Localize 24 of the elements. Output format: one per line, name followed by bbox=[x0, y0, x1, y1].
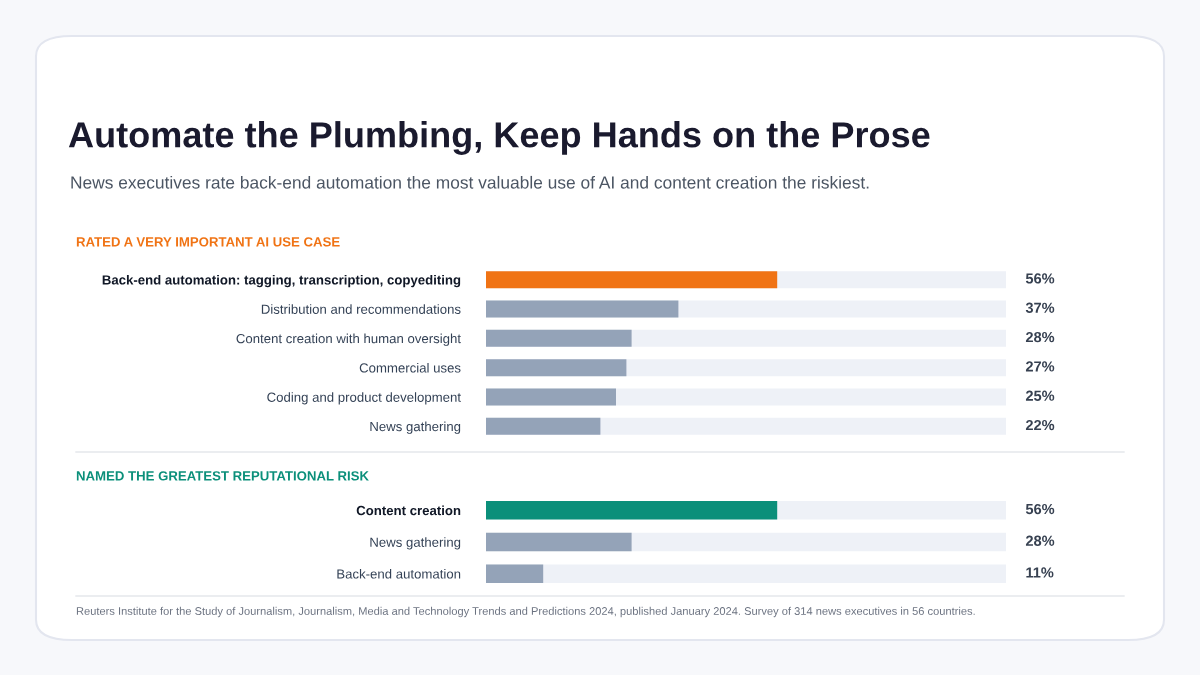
text: NAMED THE GREATEST REPUTATIONAL RISK bbox=[76, 471, 369, 481]
data-label: 22% bbox=[1025, 419, 1055, 431]
y-tick-label: Commercial uses bbox=[359, 362, 461, 373]
data-label: 28% bbox=[1025, 535, 1055, 546]
y-tick-label: Back-end automation: tagging, transcription, copyediting bbox=[102, 274, 461, 288]
data-label: 25% bbox=[1025, 390, 1055, 401]
y-tick-label: Back-end automation bbox=[337, 568, 461, 579]
chart-title: Automate the Plumbing, Keep Hands on the Prose bbox=[68, 121, 930, 155]
bar bbox=[486, 417, 601, 435]
text: RATED A VERY IMPORTANT AI USE CASE bbox=[76, 237, 340, 247]
data-label: 27% bbox=[1025, 361, 1055, 372]
data-label: 56% bbox=[1025, 503, 1055, 515]
y-tick-label: News gathering bbox=[370, 421, 461, 434]
y-tick-label: Distribution and recommendations bbox=[261, 304, 461, 314]
y-tick-label: Coding and product development bbox=[267, 392, 461, 405]
data-label: 28% bbox=[1025, 331, 1055, 343]
chart-subtitle: News executives rate back-end automation the most valuable use of AI and content creation the riskiest. bbox=[71, 175, 869, 189]
y-tick-label: News gathering bbox=[370, 537, 461, 550]
data-label: 11% bbox=[1026, 567, 1054, 578]
data-label: 37% bbox=[1025, 302, 1055, 313]
y-tick-label: Content creation with human oversight bbox=[236, 333, 461, 346]
text: Reuters Institute for the Study of Journalism, Journalism, Media and Technology Trends and Predictions 2024, published January 2024. Survey of 314 news executives in 56 countries. bbox=[76, 606, 975, 618]
y-tick-label: Content creation bbox=[356, 505, 461, 516]
data-label: 56% bbox=[1025, 273, 1055, 284]
